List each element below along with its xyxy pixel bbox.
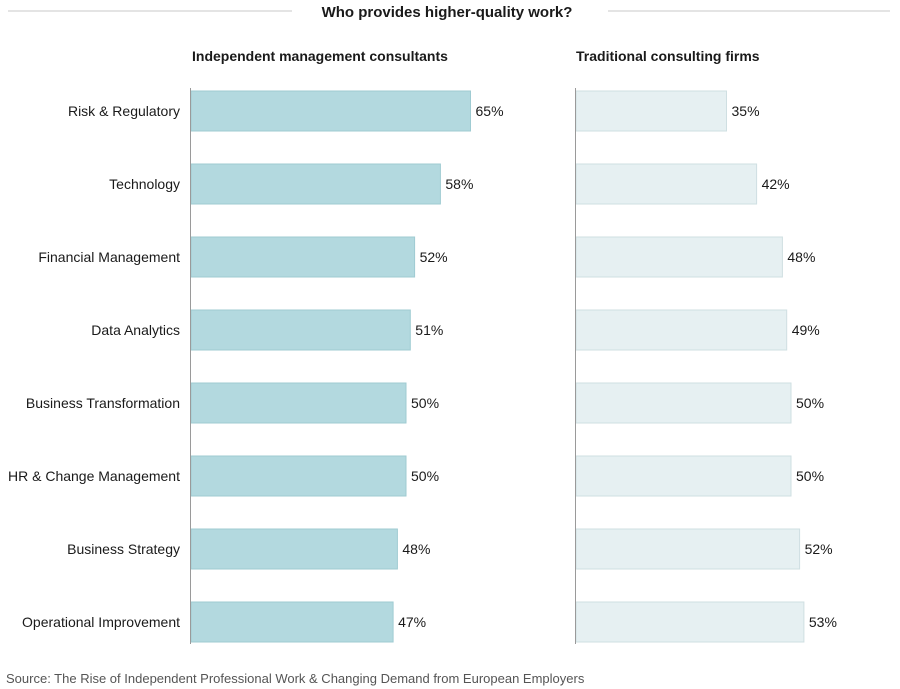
- traditional-value-business-transformation: 50%: [796, 395, 824, 411]
- traditional-bars: 35% 42% 48% 49% 50% 50% 52% 53%: [575, 90, 837, 643]
- category-label-business-strategy: Business Strategy: [67, 541, 180, 557]
- independent-value-data-analytics: 51%: [415, 322, 443, 338]
- independent-bar-operational-improvement: [190, 601, 394, 643]
- category-label-hr-and-change-management: HR & Change Management: [8, 468, 180, 484]
- category-label-data-analytics: Data Analytics: [91, 322, 180, 338]
- source-note: Source: The Rise of Independent Professi…: [6, 671, 585, 686]
- traditional-bar-hr-and-change-management: [575, 455, 792, 497]
- chart-title: Who provides higher-quality work?: [322, 4, 573, 21]
- category-label-technology: Technology: [109, 176, 180, 192]
- category-label-financial-management: Financial Management: [38, 249, 180, 265]
- traditional-value-risk-and-regulatory: 35%: [732, 103, 760, 119]
- traditional-bar-financial-management: [575, 236, 783, 278]
- traditional-bar-operational-improvement: [575, 601, 805, 643]
- independent-bar-data-analytics: [190, 309, 411, 351]
- traditional-value-data-analytics: 49%: [792, 322, 820, 338]
- traditional-value-business-strategy: 52%: [805, 541, 833, 557]
- traditional-bar-business-transformation: [575, 382, 792, 424]
- category-label-business-transformation: Business Transformation: [26, 395, 180, 411]
- traditional-value-financial-management: 48%: [787, 249, 815, 265]
- independent-bar-risk-and-regulatory: [190, 90, 471, 132]
- independent-bar-financial-management: [190, 236, 416, 278]
- independent-value-business-transformation: 50%: [411, 395, 439, 411]
- panel-title-independent: Independent management consultants: [192, 48, 448, 64]
- independent-value-risk-and-regulatory: 65%: [476, 103, 504, 119]
- independent-bar-hr-and-change-management: [190, 455, 407, 497]
- traditional-bar-risk-and-regulatory: [575, 90, 727, 132]
- traditional-bar-technology: [575, 163, 758, 205]
- independent-value-business-strategy: 48%: [402, 541, 430, 557]
- traditional-value-hr-and-change-management: 50%: [796, 468, 824, 484]
- independent-bar-technology: [190, 163, 441, 205]
- traditional-value-operational-improvement: 53%: [809, 614, 837, 630]
- traditional-value-technology: 42%: [762, 176, 790, 192]
- traditional-bar-data-analytics: [575, 309, 788, 351]
- traditional-bar-business-strategy: [575, 528, 801, 570]
- independent-value-hr-and-change-management: 50%: [411, 468, 439, 484]
- independent-value-operational-improvement: 47%: [398, 614, 426, 630]
- independent-value-technology: 58%: [445, 176, 473, 192]
- independent-bar-business-strategy: [190, 528, 398, 570]
- panel-title-traditional: Traditional consulting firms: [576, 48, 760, 64]
- independent-bars: 65% 58% 52% 51% 50% 50% 48% 47%: [190, 90, 504, 643]
- independent-bar-business-transformation: [190, 382, 407, 424]
- category-label-risk-and-regulatory: Risk & Regulatory: [68, 103, 180, 119]
- category-label-operational-improvement: Operational Improvement: [22, 614, 180, 630]
- independent-value-financial-management: 52%: [420, 249, 448, 265]
- category-labels: Risk & Regulatory Technology Financial Man…: [8, 103, 180, 630]
